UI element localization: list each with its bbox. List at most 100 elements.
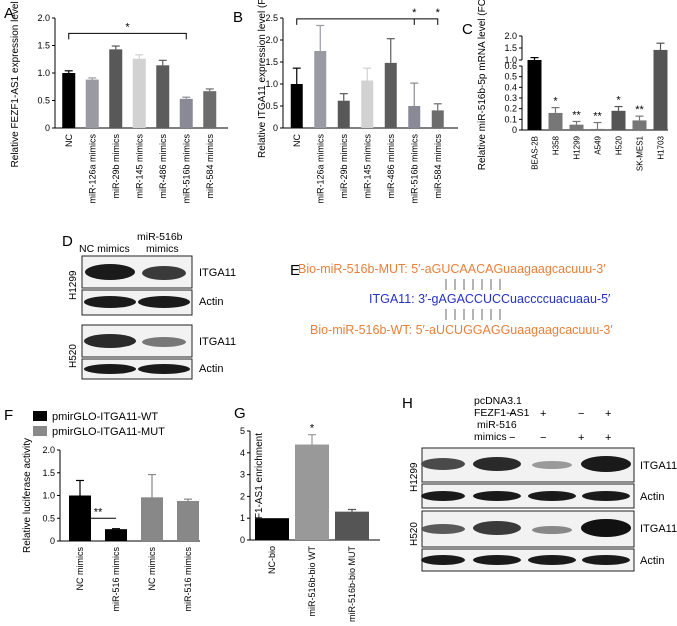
blot-d-cell-h520: H520	[68, 344, 79, 368]
blot-h-row-fezf1: FEZF1-AS1	[474, 407, 530, 419]
blot-h-label-actin: Actin	[640, 555, 664, 567]
y-axis-label: Relative ITGA11 expression level (FC)	[257, 0, 268, 158]
x-tick-label: miR-486 mimics	[158, 134, 168, 199]
significance-bracket	[68, 32, 187, 40]
y-tick-label: 1.0	[37, 68, 50, 78]
blot-d-label-actin: Actin	[199, 363, 223, 375]
blot-h-sign: +	[540, 408, 546, 420]
sequence-wt: Bio-miR-516b-WT: 5′-aUCUGGAGGuaagaagcacu…	[310, 323, 613, 337]
blot-band	[421, 458, 465, 470]
bar	[337, 100, 350, 128]
panel-letter-a: A	[4, 5, 14, 22]
x-tick-label: NC mimics	[147, 547, 157, 591]
bar	[431, 110, 444, 128]
blot-h-cell-h1299: H1299	[409, 462, 420, 492]
panel-letter-c: C	[462, 21, 473, 38]
blot-band	[581, 456, 631, 472]
bar	[569, 124, 584, 130]
western-blot-d: NC mimics miR-516b mimics ITGA11 Actin I…	[68, 231, 236, 380]
blot-band	[138, 296, 190, 308]
x-tick-label: A549	[594, 135, 603, 154]
y-axis-label: Relative miR-516b-5p mRNA level (FC)	[477, 0, 488, 170]
y-tick-label: 5	[240, 426, 245, 436]
bar	[105, 529, 127, 541]
x-tick-label: miR-516 mimics	[111, 547, 121, 612]
blot-band	[532, 526, 572, 534]
y-axis-label: FEZF1-AS1 enrichment	[254, 433, 265, 538]
x-tick-label: miR-29b mimics	[111, 134, 121, 199]
bar	[62, 73, 76, 128]
y-tick-label: 2.0	[42, 445, 55, 455]
y-tick-label: 0	[240, 535, 245, 545]
y-axis-label: Relative FEZF1-AS1 expression level (FC)	[10, 0, 21, 167]
bar	[177, 500, 199, 541]
bar	[361, 80, 374, 128]
bar	[653, 49, 668, 130]
chart-panel-f: 0 0.5 1.0 1.5 2.0 Relative luciferase activit…	[22, 438, 200, 612]
bar	[85, 79, 99, 128]
legend-swatch-mut	[33, 426, 47, 436]
significance-marker: **	[593, 111, 602, 123]
blot-band	[84, 296, 136, 308]
x-tick-label: NC-bio	[267, 546, 277, 574]
blot-h-sign: +	[605, 432, 611, 444]
y-axis-label: Relative luciferase activity	[22, 438, 33, 553]
blot-d-col1: NC mimics	[79, 243, 130, 255]
sequence-itga11: ITGA11: 3′-gAGACCUCCuaccccuacuaau-5′	[369, 292, 611, 306]
blot-band	[84, 364, 136, 374]
bar	[295, 444, 329, 540]
y-tick-label: 1	[240, 513, 245, 523]
blot-band	[582, 491, 630, 501]
significance-marker: *	[125, 21, 130, 33]
y-tick-label: 1.5	[265, 57, 278, 67]
y-tick-label: 2.0	[37, 13, 50, 23]
y-tick-label: 0	[45, 123, 50, 133]
blot-d-label-actin: Actin	[199, 296, 223, 308]
blot-h-label-itga: ITGA11	[640, 460, 677, 472]
sequence-alignment-e: Bio-miR-516b-MUT: 5′-aGUCAACAGuaagaagcac…	[298, 262, 613, 337]
pairing-lines-top	[445, 279, 501, 290]
blot-h-row-pcdna: pcDNA3.1	[474, 395, 522, 407]
y-tick-label: 1.5	[37, 41, 50, 51]
blot-h-sign: −	[578, 408, 584, 420]
bar	[141, 497, 163, 541]
blot-band	[473, 555, 521, 565]
blot-d-label-itga: ITGA11	[199, 267, 236, 279]
x-tick-label: NC	[292, 134, 302, 147]
blot-d-h520-actin-strip	[81, 358, 193, 380]
y-tick-label: 0	[273, 123, 278, 133]
blot-band	[421, 555, 465, 565]
y-tick-label: 2	[240, 491, 245, 501]
y-tick-label: 2.0	[265, 35, 278, 45]
y-tick-label: 0.5	[265, 101, 278, 111]
blot-h-label-itga: ITGA11	[640, 523, 677, 535]
bar	[408, 106, 421, 128]
y-tick-label: 1.0	[42, 491, 55, 501]
blot-d-cell-h1299: H1299	[68, 270, 79, 300]
legend-f: pmirGLO-ITGA11-WT pmirGLO-ITGA11-MUT	[33, 411, 165, 438]
x-tick-label: miR-126a mimics	[87, 134, 97, 204]
blot-band	[528, 555, 576, 565]
blot-h-label-actin: Actin	[640, 491, 664, 503]
bar	[384, 62, 397, 128]
y-tick-label: 1.0	[265, 79, 278, 89]
bar	[632, 120, 647, 130]
x-tick-label: miR-584 mimics	[433, 134, 443, 199]
y-tick-label: 0	[512, 125, 517, 135]
blot-band	[473, 521, 521, 535]
x-tick-label: BEAS-2B	[531, 136, 540, 170]
x-tick-label: miR-516b-bio MUT	[347, 546, 357, 623]
y-tick-label: 0.2	[504, 104, 517, 114]
panel-letter-d: D	[62, 233, 73, 250]
bar	[109, 49, 123, 128]
x-tick-label: H358	[552, 135, 561, 155]
y-tick-label: 0	[50, 536, 55, 546]
significance-marker: **	[635, 104, 644, 116]
significance-marker: *	[436, 7, 441, 19]
bar	[132, 58, 146, 129]
y-tick-label: 1.5	[504, 43, 517, 53]
blot-d-col2-line2: mimics	[146, 243, 179, 255]
bar	[314, 51, 327, 128]
